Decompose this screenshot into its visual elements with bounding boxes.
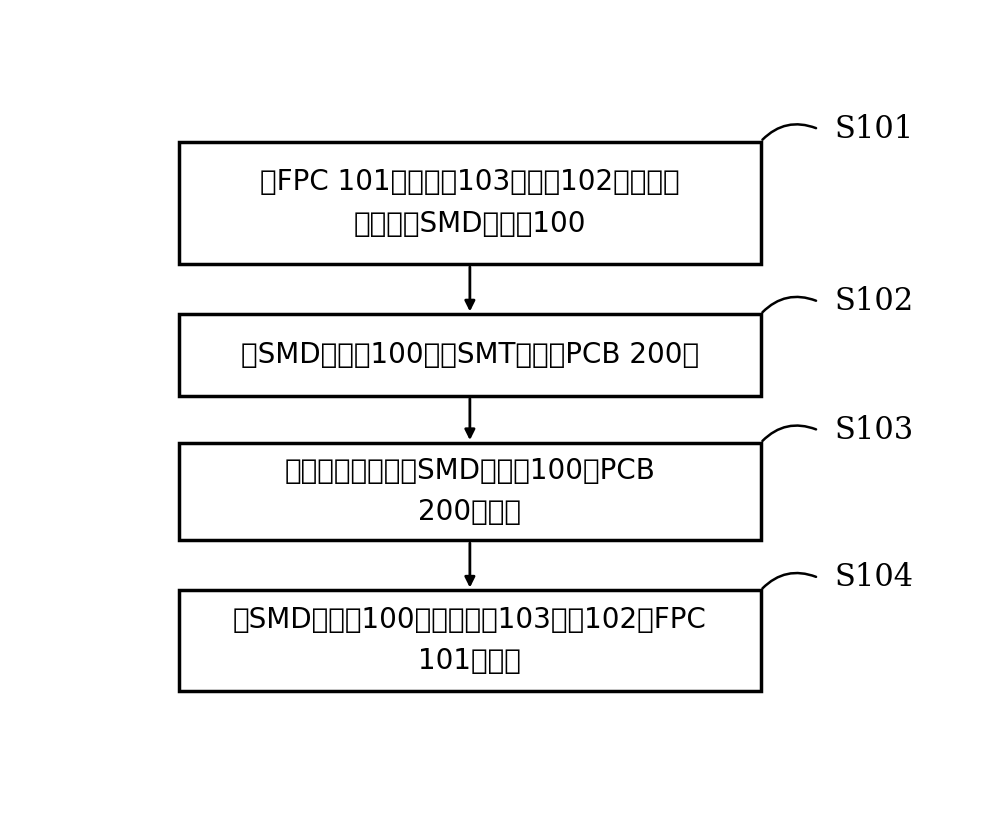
Text: 将FPC 101和补强板103通过胶102粘接，以
硬化得到SMD类器件100: 将FPC 101和补强板103通过胶102粘接，以 硬化得到SMD类器件100 [260, 169, 680, 237]
FancyBboxPatch shape [179, 142, 761, 264]
Text: S101: S101 [834, 113, 913, 145]
Text: S103: S103 [834, 415, 913, 446]
FancyBboxPatch shape [179, 590, 761, 691]
Text: 将SMD类器件100上的补强板103和胶102从FPC
101上剥离: 将SMD类器件100上的补强板103和胶102从FPC 101上剥离 [233, 606, 707, 676]
Text: 通过回流固化完成SMD类器件100和PCB
200的焊接: 通过回流固化完成SMD类器件100和PCB 200的焊接 [284, 457, 655, 526]
Text: 将SMD类器件100利用SMT贴合在PCB 200上: 将SMD类器件100利用SMT贴合在PCB 200上 [241, 341, 699, 369]
Text: S104: S104 [834, 562, 913, 593]
Text: S102: S102 [834, 286, 913, 317]
FancyBboxPatch shape [179, 443, 761, 540]
FancyBboxPatch shape [179, 315, 761, 396]
